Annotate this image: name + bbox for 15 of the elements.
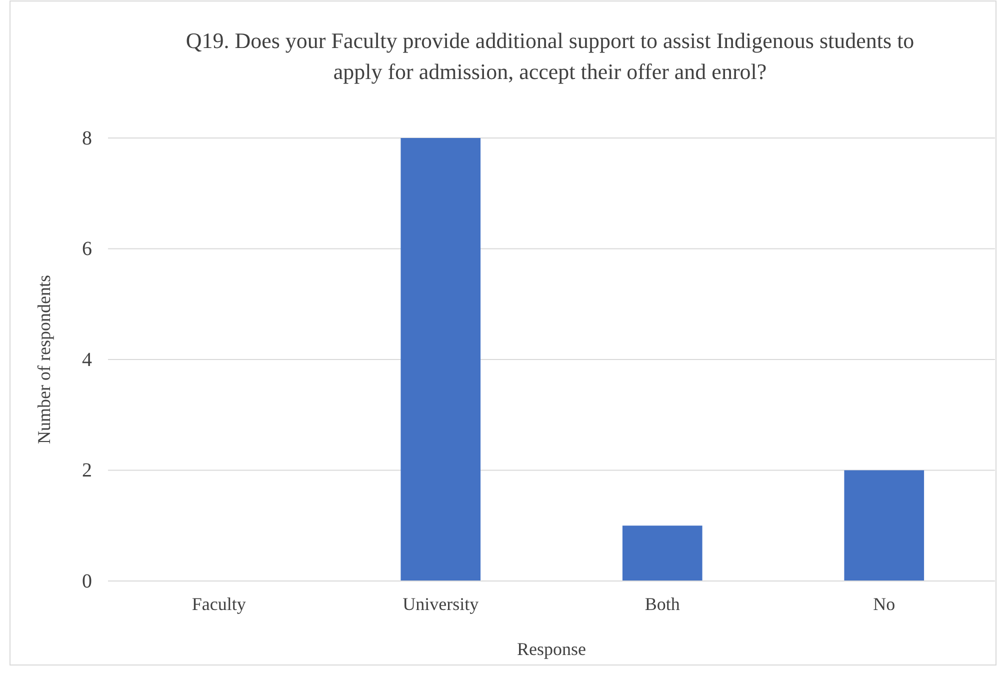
y-tick-label: 4 [82,348,92,371]
y-tick-label: 8 [82,127,92,150]
bar [844,470,924,581]
x-tick-label: Both [644,594,680,614]
y-tick-label: 2 [82,460,92,482]
y-tick-label: 6 [82,238,92,260]
bar [400,138,481,581]
bar [622,526,702,581]
x-axis-title: Response [517,639,586,659]
x-tick-label: No [873,594,896,614]
y-tick-label: 0 [82,570,92,592]
chart-title: Q19. Does your Faculty provide additional support to assist Indigenous students to apply for admission, accept their offer and enrol? [186,28,914,84]
x-tick-label: University [402,594,479,614]
y-axis-title: Number of respondents [34,275,54,444]
x-tick-label: Faculty [192,594,246,614]
